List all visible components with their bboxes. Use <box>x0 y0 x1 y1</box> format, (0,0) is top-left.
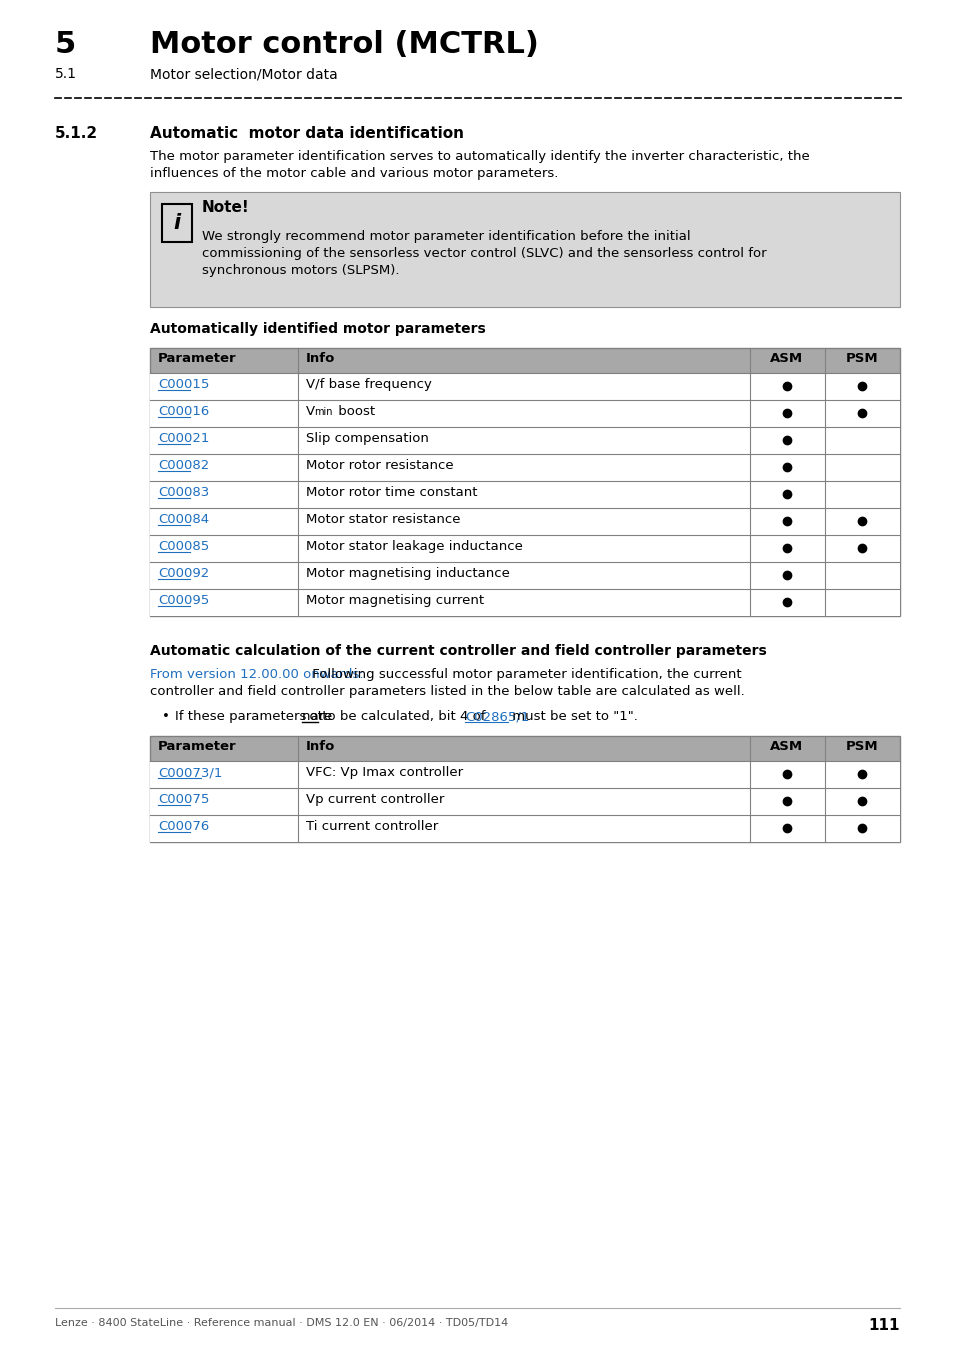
Bar <box>150 736 899 761</box>
Text: 111: 111 <box>867 1318 899 1332</box>
Bar <box>150 815 899 842</box>
Text: PSM: PSM <box>844 740 878 753</box>
Text: min: min <box>314 406 333 417</box>
Text: C02865/1: C02865/1 <box>465 710 529 724</box>
Bar <box>150 454 899 481</box>
Text: boost: boost <box>334 405 375 418</box>
Text: influences of the motor cable and various motor parameters.: influences of the motor cable and variou… <box>150 167 558 180</box>
Text: Motor control (MCTRL): Motor control (MCTRL) <box>150 30 538 59</box>
Text: Motor rotor time constant: Motor rotor time constant <box>306 486 477 500</box>
Bar <box>150 481 899 508</box>
Bar <box>150 373 899 400</box>
Text: If these parameters are: If these parameters are <box>174 710 336 724</box>
Text: Motor magnetising inductance: Motor magnetising inductance <box>306 567 509 580</box>
Text: ASM: ASM <box>770 352 802 365</box>
Text: Motor stator resistance: Motor stator resistance <box>306 513 460 526</box>
Text: V: V <box>306 405 314 418</box>
Text: Parameter: Parameter <box>158 352 236 365</box>
Text: C00021: C00021 <box>158 432 209 446</box>
Text: 5: 5 <box>55 30 76 59</box>
Text: Lenze · 8400 StateLine · Reference manual · DMS 12.0 EN · 06/2014 · TD05/TD14: Lenze · 8400 StateLine · Reference manua… <box>55 1318 508 1328</box>
Text: Automatically identified motor parameters: Automatically identified motor parameter… <box>150 323 485 336</box>
Bar <box>150 348 899 616</box>
Text: C00015: C00015 <box>158 378 209 392</box>
Bar <box>150 427 899 454</box>
Text: Motor selection/Motor data: Motor selection/Motor data <box>150 68 337 81</box>
Text: 5.1: 5.1 <box>55 68 77 81</box>
Text: We strongly recommend motor parameter identification before the initial: We strongly recommend motor parameter id… <box>202 230 690 243</box>
Text: must be set to "1".: must be set to "1". <box>507 710 637 724</box>
Text: •: • <box>162 710 170 724</box>
Text: Vp current controller: Vp current controller <box>306 792 444 806</box>
Text: C00073/1: C00073/1 <box>158 765 222 779</box>
Text: synchronous motors (SLPSM).: synchronous motors (SLPSM). <box>202 265 399 277</box>
Text: Slip compensation: Slip compensation <box>306 432 429 446</box>
Text: Parameter: Parameter <box>158 740 236 753</box>
Text: Motor magnetising current: Motor magnetising current <box>306 594 483 608</box>
Text: C00084: C00084 <box>158 513 209 526</box>
Text: PSM: PSM <box>844 352 878 365</box>
Text: ASM: ASM <box>770 740 802 753</box>
Text: Following successful motor parameter identification, the current: Following successful motor parameter ide… <box>308 668 741 680</box>
Text: not: not <box>301 710 323 724</box>
Text: Info: Info <box>306 740 335 753</box>
Text: C00085: C00085 <box>158 540 209 553</box>
Text: C00016: C00016 <box>158 405 209 418</box>
Text: 5.1.2: 5.1.2 <box>55 126 98 140</box>
Text: Info: Info <box>306 352 335 365</box>
Text: C00075: C00075 <box>158 792 209 806</box>
Bar <box>150 192 899 306</box>
Text: C00083: C00083 <box>158 486 209 500</box>
Text: Automatic  motor data identification: Automatic motor data identification <box>150 126 463 140</box>
Bar <box>150 400 899 427</box>
Text: C00082: C00082 <box>158 459 209 472</box>
Bar <box>150 589 899 616</box>
Bar <box>150 562 899 589</box>
Text: C00092: C00092 <box>158 567 209 580</box>
Text: Automatic calculation of the current controller and field controller parameters: Automatic calculation of the current con… <box>150 644 766 657</box>
Text: Motor stator leakage inductance: Motor stator leakage inductance <box>306 540 522 553</box>
Bar <box>150 535 899 562</box>
Text: to be calculated, bit 4 of: to be calculated, bit 4 of <box>317 710 489 724</box>
Bar <box>150 761 899 788</box>
Bar <box>150 508 899 535</box>
Text: C00076: C00076 <box>158 819 209 833</box>
Text: commissioning of the sensorless vector control (SLVC) and the sensorless control: commissioning of the sensorless vector c… <box>202 247 766 261</box>
Text: From version 12.00.00 onwards:: From version 12.00.00 onwards: <box>150 668 363 680</box>
Bar <box>150 348 899 373</box>
Bar <box>150 736 899 842</box>
Text: Motor rotor resistance: Motor rotor resistance <box>306 459 453 472</box>
Text: V/f base frequency: V/f base frequency <box>306 378 432 392</box>
Text: The motor parameter identification serves to automatically identify the inverter: The motor parameter identification serve… <box>150 150 809 163</box>
Text: controller and field controller parameters listed in the below table are calcula: controller and field controller paramete… <box>150 684 744 698</box>
Text: C00095: C00095 <box>158 594 209 608</box>
Text: i: i <box>173 213 180 234</box>
Text: Ti current controller: Ti current controller <box>306 819 437 833</box>
Text: VFC: Vp Imax controller: VFC: Vp Imax controller <box>306 765 462 779</box>
Bar <box>150 788 899 815</box>
Text: Note!: Note! <box>202 200 250 215</box>
Bar <box>162 204 192 242</box>
